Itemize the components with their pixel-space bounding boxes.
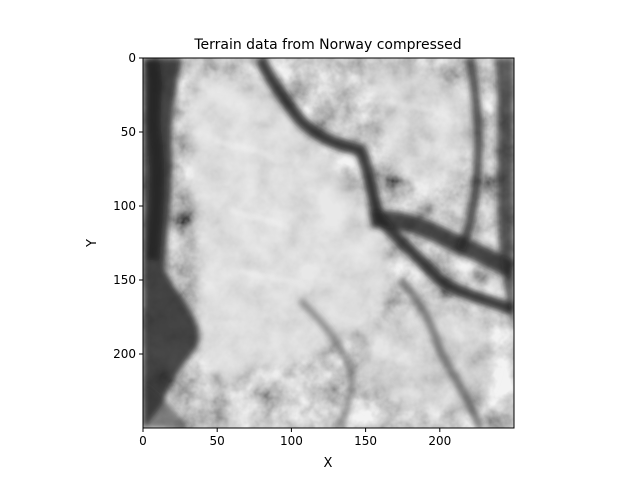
x-axis-label: X <box>324 456 333 471</box>
terrain-detail <box>213 97 452 293</box>
y-tick-label: 200 <box>113 347 136 361</box>
x-tick-label: 150 <box>354 434 377 448</box>
x-tick-label: 0 <box>139 434 147 448</box>
x-axis: 0 50 100 150 200 <box>139 428 451 448</box>
dark-valleys <box>143 58 514 428</box>
chart-title: Terrain data from Norway compressed <box>193 37 461 53</box>
x-tick-label: 200 <box>428 434 451 448</box>
y-axis: 0 50 100 150 200 <box>113 51 143 361</box>
y-tick-label: 100 <box>113 199 136 213</box>
y-tick-label: 0 <box>128 51 136 65</box>
y-tick-label: 50 <box>121 125 136 139</box>
x-tick-label: 100 <box>280 434 303 448</box>
x-tick-label: 50 <box>210 434 225 448</box>
plot-frame <box>142 57 515 429</box>
terrain-heatmap <box>143 58 514 428</box>
y-axis-label: Y <box>85 239 100 248</box>
y-tick-label: 150 <box>113 273 136 287</box>
